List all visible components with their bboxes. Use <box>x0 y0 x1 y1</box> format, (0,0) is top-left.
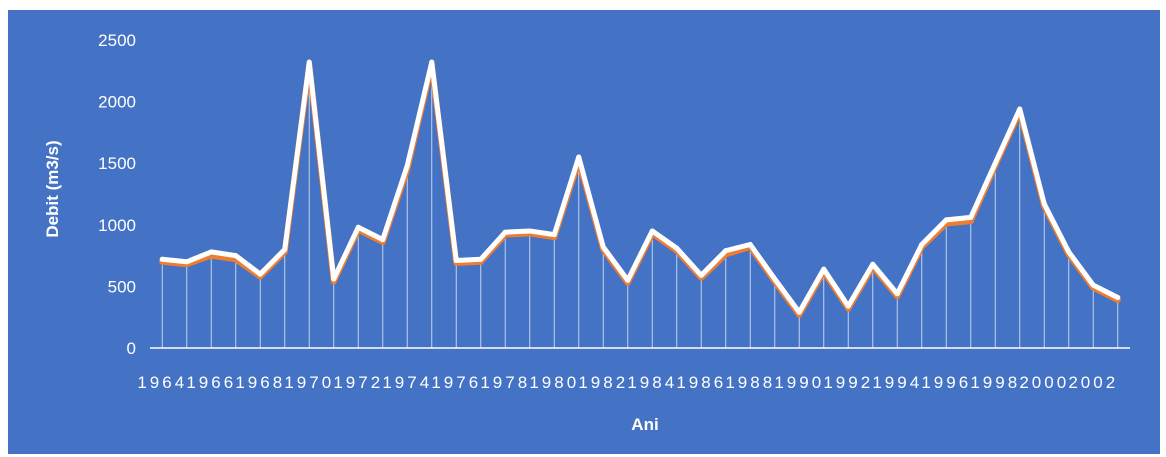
data-point <box>992 160 998 166</box>
data-point <box>649 228 655 234</box>
x-tick-label: 1964 <box>137 373 187 392</box>
x-tick-label: 1978 <box>480 373 530 392</box>
data-point <box>943 217 949 223</box>
series-line <box>159 59 1121 315</box>
y-tick-label: 2000 <box>98 93 136 112</box>
x-tick-label: 2000 <box>1019 373 1069 392</box>
y-tick-label: 2500 <box>98 31 136 50</box>
data-point <box>184 259 190 265</box>
x-tick-label: 1996 <box>921 373 971 392</box>
data-point <box>1066 249 1072 255</box>
x-tick-label: 1998 <box>970 373 1020 392</box>
x-tick-label: 1968 <box>235 373 285 392</box>
x-tick-label: 1980 <box>529 373 579 392</box>
data-point <box>821 266 827 272</box>
data-point <box>845 303 851 309</box>
y-tick-label: 1500 <box>98 154 136 173</box>
data-point <box>527 228 533 234</box>
x-axis-title: Ani <box>631 415 658 434</box>
data-point <box>870 261 876 267</box>
data-point <box>233 253 239 259</box>
x-tick-label: 2002 <box>1068 373 1118 392</box>
data-point <box>796 309 802 315</box>
data-point <box>674 245 680 251</box>
data-point <box>429 59 435 65</box>
data-point <box>257 271 263 277</box>
data-point <box>282 246 288 252</box>
data-point <box>1017 106 1023 112</box>
x-tick-label: 1970 <box>284 373 334 392</box>
data-point <box>1041 201 1047 207</box>
x-tick-label: 1982 <box>578 373 628 392</box>
x-tick-label: 1992 <box>823 373 873 392</box>
x-tick-label: 1966 <box>186 373 236 392</box>
data-point <box>453 258 459 264</box>
data-point <box>919 242 925 248</box>
data-point <box>747 242 753 248</box>
data-point <box>502 229 508 235</box>
data-point <box>723 248 729 254</box>
x-tick-label: 1972 <box>333 373 383 392</box>
data-point <box>1115 294 1121 300</box>
data-point <box>894 291 900 297</box>
data-point <box>380 237 386 243</box>
data-point <box>306 59 312 65</box>
y-tick-label: 0 <box>127 339 136 358</box>
data-point <box>551 232 557 238</box>
data-point <box>625 277 631 283</box>
y-axis-title: Debit (m3/s) <box>43 140 62 237</box>
x-tick-label: 1988 <box>725 373 775 392</box>
x-tick-label: 1990 <box>774 373 824 392</box>
data-point <box>478 256 484 262</box>
x-tick-label: 1976 <box>431 373 481 392</box>
data-point <box>698 272 704 278</box>
x-tick-label: 1974 <box>382 373 432 392</box>
data-point <box>576 154 582 160</box>
data-point <box>600 244 606 250</box>
y-tick-label: 500 <box>108 277 136 296</box>
data-point <box>968 214 974 220</box>
data-point <box>404 163 410 169</box>
y-tick-label: 1000 <box>98 216 136 235</box>
data-point <box>772 276 778 282</box>
x-tick-label: 1994 <box>872 373 922 392</box>
data-point <box>331 276 337 282</box>
data-point <box>159 256 165 262</box>
x-tick-label: 1986 <box>676 373 726 392</box>
data-point <box>1090 282 1096 288</box>
x-tick-label: 1984 <box>627 373 677 392</box>
data-point <box>355 224 361 230</box>
chart-panel: 0 500 1000 1500 2000 2500 1964 1966 1968 1970 197… <box>8 10 1160 454</box>
data-point <box>208 249 214 255</box>
